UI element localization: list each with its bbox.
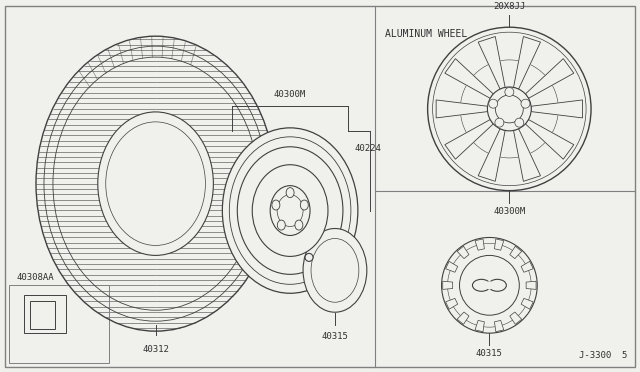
Circle shape [505,87,514,96]
Circle shape [428,27,591,190]
Ellipse shape [286,187,294,198]
Polygon shape [495,239,504,250]
Text: 40300M: 40300M [493,206,525,216]
Text: 40312: 40312 [142,345,169,354]
Ellipse shape [303,228,367,312]
Ellipse shape [272,200,280,210]
Ellipse shape [277,220,285,230]
Circle shape [495,118,504,127]
Polygon shape [521,262,533,272]
Text: ALUMINUM WHEEL: ALUMINUM WHEEL [385,29,467,39]
Text: 40315: 40315 [321,332,348,341]
Circle shape [305,253,313,262]
Polygon shape [525,119,574,159]
Ellipse shape [311,238,359,302]
Polygon shape [513,129,541,181]
Polygon shape [495,320,504,332]
Circle shape [460,256,519,315]
Ellipse shape [100,116,211,251]
Polygon shape [510,246,522,259]
Polygon shape [443,281,452,289]
Polygon shape [475,320,484,332]
Ellipse shape [98,112,213,256]
Bar [24,295,66,333]
Polygon shape [510,312,522,324]
Polygon shape [457,246,469,259]
Ellipse shape [222,128,358,293]
Bar [30,301,55,329]
Polygon shape [521,298,533,309]
Polygon shape [513,36,541,89]
Polygon shape [436,100,488,118]
Bar [9,285,109,363]
Circle shape [515,118,524,127]
Text: J-3300  5: J-3300 5 [579,351,627,360]
Circle shape [521,99,530,108]
Polygon shape [478,129,505,181]
Polygon shape [445,262,458,272]
Polygon shape [531,100,582,118]
Ellipse shape [472,279,490,291]
Ellipse shape [488,279,506,291]
Polygon shape [525,59,574,98]
Text: 40300M: 40300M [274,90,306,99]
Ellipse shape [270,186,310,235]
Text: 40308AA: 40308AA [16,273,54,282]
Polygon shape [478,36,505,89]
Circle shape [488,87,531,131]
Circle shape [442,237,537,333]
Polygon shape [526,281,536,289]
Polygon shape [445,298,458,309]
Circle shape [495,95,524,123]
Ellipse shape [277,195,303,227]
Ellipse shape [484,281,494,289]
Circle shape [489,99,498,108]
Ellipse shape [300,200,308,210]
Text: 40315: 40315 [476,349,503,358]
Polygon shape [475,239,484,250]
Text: 40224: 40224 [355,144,381,153]
Ellipse shape [252,165,328,256]
Polygon shape [457,312,469,324]
Polygon shape [445,119,493,159]
Polygon shape [445,59,493,98]
Text: 20X8JJ: 20X8JJ [493,2,525,11]
Ellipse shape [295,220,303,230]
Ellipse shape [237,147,343,274]
